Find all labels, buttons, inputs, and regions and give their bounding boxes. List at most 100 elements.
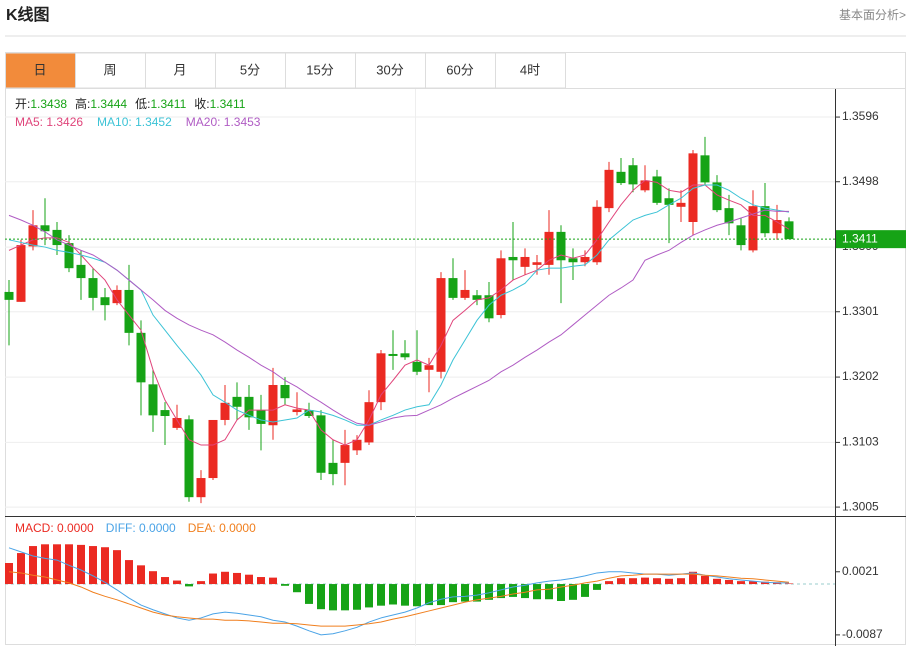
macd-line — [8, 571, 790, 627]
candle-body — [136, 332, 146, 383]
candle-body — [772, 220, 782, 234]
macd-bar — [5, 563, 13, 585]
candle-body — [376, 353, 386, 403]
candle-body — [628, 165, 638, 185]
macd-bar — [185, 584, 193, 587]
macd-bar — [689, 571, 697, 585]
candle-body — [100, 297, 110, 306]
candle-body — [220, 402, 230, 420]
candle-body — [364, 402, 374, 443]
candle-body — [412, 361, 422, 372]
macd-bar — [401, 584, 409, 606]
candle-body — [424, 365, 434, 370]
candle-body — [712, 182, 722, 211]
macd-bar — [101, 547, 109, 585]
macd-bar — [485, 584, 493, 600]
y-tick-label: 1.3202 — [842, 369, 879, 383]
candle-body — [580, 256, 590, 263]
macd-bar — [785, 583, 793, 585]
tab[interactable] — [355, 52, 426, 89]
candle-body — [172, 417, 182, 428]
y-tick-label: 1.3596 — [842, 109, 879, 123]
macd-bar — [533, 584, 541, 600]
candle-body — [520, 256, 530, 267]
tab-label[interactable]: 月 — [173, 62, 186, 77]
candle-body — [568, 258, 578, 263]
candle-body — [592, 206, 602, 263]
last-price-label: 1.3411 — [842, 231, 878, 245]
tab[interactable] — [145, 52, 216, 89]
info-label: 高: — [75, 96, 90, 111]
candle-body — [244, 396, 254, 418]
ma-line — [8, 209, 789, 426]
legend-entry: MA20: 1.3453 — [186, 115, 261, 129]
candle-body — [496, 258, 506, 316]
ma-line — [8, 179, 790, 446]
macd-bar — [749, 581, 757, 585]
macd-bar — [377, 584, 385, 606]
macd-bar — [449, 584, 457, 603]
macd-bar — [245, 574, 253, 585]
tab-label[interactable]: 周 — [103, 62, 116, 77]
macd-bar — [605, 581, 613, 585]
tab-label[interactable]: 15分 — [306, 62, 333, 77]
macd-bar — [137, 565, 145, 585]
legend-entry: MA5: 1.3426 — [15, 115, 83, 129]
fundamental-link[interactable]: 基本面分析> — [839, 8, 906, 22]
candle-body — [400, 353, 410, 358]
macd-bar — [329, 584, 337, 611]
macd-bar — [653, 578, 661, 585]
tab-label[interactable]: 30分 — [376, 62, 403, 77]
candle-body — [16, 245, 26, 302]
macd-bar — [65, 544, 73, 585]
y-tick-label: 1.3103 — [842, 435, 879, 449]
page-title: K线图 — [6, 5, 50, 24]
candle-body — [88, 278, 98, 298]
macd-bar — [701, 575, 709, 585]
candle-body — [484, 295, 494, 319]
candle-body — [40, 225, 50, 232]
macd-bar — [569, 584, 577, 600]
candle-body — [388, 353, 398, 356]
info-label: 收: — [194, 97, 209, 111]
tab[interactable] — [5, 52, 76, 89]
tab-label[interactable]: 日 — [33, 62, 46, 77]
macd-bar — [173, 580, 181, 585]
tab[interactable] — [285, 52, 356, 89]
candle-body — [112, 289, 122, 304]
macd-bar — [17, 553, 25, 585]
macd-bar — [29, 546, 37, 585]
candle-body — [316, 415, 326, 473]
info-value: 1.3411 — [150, 97, 186, 111]
candle-body — [532, 262, 542, 265]
ohlc-info: 开:1.3438 高:1.3444 低:1.3411 收:1.3411 — [15, 96, 246, 111]
info-value: 1.3411 — [210, 97, 246, 111]
candle-body — [64, 243, 74, 269]
candle-body — [736, 225, 746, 246]
macd-bar — [221, 571, 229, 585]
tab-label[interactable]: 5分 — [240, 62, 260, 77]
tab[interactable] — [425, 52, 496, 89]
macd-bar — [641, 577, 649, 585]
macd-bar — [665, 578, 673, 585]
tab-label[interactable]: 60分 — [446, 62, 473, 77]
tab[interactable] — [495, 52, 566, 89]
candle-body — [280, 384, 290, 399]
macd-bar — [341, 584, 349, 611]
y-tick-label: 1.3301 — [842, 304, 879, 318]
ma-legend: MA5: 1.3426 MA10: 1.3452 MA20: 1.3453 — [15, 115, 261, 129]
y-tick-label: 0.0021 — [842, 564, 879, 578]
candle-body — [268, 384, 278, 426]
candle-body — [148, 384, 158, 416]
tab[interactable] — [75, 52, 146, 89]
candle-body — [688, 153, 698, 222]
candle-body — [28, 225, 38, 247]
macd-bar — [41, 544, 49, 585]
macd-bar — [317, 584, 325, 610]
candle-body — [352, 439, 362, 451]
macd-bar — [713, 578, 721, 585]
macd-bar — [77, 544, 85, 585]
macd-bar — [761, 581, 769, 585]
tab-label[interactable]: 4时 — [520, 62, 540, 77]
